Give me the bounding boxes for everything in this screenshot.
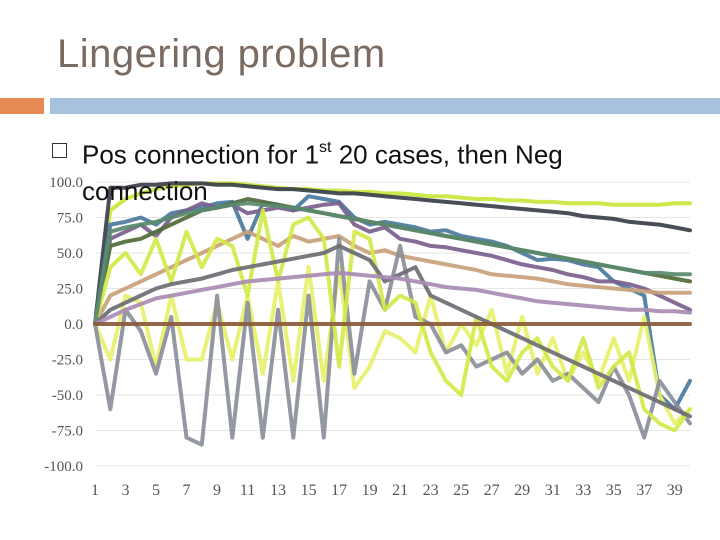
y-tick-label: 25.0 — [57, 282, 83, 298]
series-line-s2 — [93, 181, 692, 326]
slide-title: Lingering problem — [57, 32, 386, 76]
x-tick-label: 35 — [606, 482, 622, 499]
series-line-s12 — [93, 270, 692, 326]
x-tick-label: 11 — [240, 482, 255, 499]
y-tick-label: 50.0 — [57, 246, 83, 262]
y-tick-label: -75.0 — [52, 424, 83, 440]
y-tick-label: 100.0 — [49, 175, 83, 191]
series-line-s5 — [93, 229, 692, 326]
bullet-square-icon — [52, 143, 67, 158]
x-tick-label: 1 — [91, 482, 99, 499]
x-tick-label: 17 — [331, 482, 347, 499]
bullet-text: Pos connection for 1st 20 cases, then Ne… — [82, 132, 682, 209]
series-line-s11 — [93, 201, 692, 326]
y-tick-label: 75.0 — [57, 211, 83, 227]
bullet-text-superscript: st — [319, 139, 332, 156]
x-tick-label: 13 — [270, 482, 286, 499]
series-line-s9 — [93, 208, 692, 433]
bullet-text-part2: 20 cases, then Neg connection — [82, 139, 563, 206]
x-tick-label: 25 — [453, 482, 469, 499]
x-tick-label: 39 — [667, 482, 683, 499]
y-tick-label: 0.0 — [64, 317, 83, 333]
y-tick-label: -50.0 — [52, 388, 83, 404]
x-tick-label: 7 — [183, 482, 191, 499]
x-tick-label: 19 — [362, 482, 378, 499]
bullet-text-part1: Pos connection for 1 — [82, 139, 320, 170]
y-tick-label: -100.0 — [44, 459, 83, 475]
series-line-s4 — [93, 201, 692, 326]
x-tick-label: 23 — [423, 482, 439, 499]
x-tick-label: 29 — [514, 482, 530, 499]
x-tick-label: 33 — [575, 482, 591, 499]
x-tick-label: 37 — [636, 482, 652, 499]
x-tick-label: 15 — [301, 482, 317, 499]
x-tick-label: 5 — [152, 482, 160, 499]
x-axis-ticks: 1 3 5 7 9 11 13 15 17 19 21 23 25 27 29 31 33 35 37 39 — [91, 482, 683, 499]
x-tick-label: 3 — [122, 482, 130, 499]
title-rule-left — [0, 98, 44, 114]
x-tick-label: 31 — [545, 482, 561, 499]
y-axis-ticks: 100.0 75.0 50.0 25.0 0.0 -25.0 -50.0 -75.0 -100.… — [44, 175, 83, 475]
x-tick-label: 27 — [484, 482, 500, 499]
chart-series — [93, 181, 692, 447]
x-tick-label: 9 — [213, 482, 221, 499]
y-tick-label: -25.0 — [52, 353, 83, 369]
title-rule-right — [50, 98, 720, 114]
x-tick-label: 21 — [392, 482, 408, 499]
